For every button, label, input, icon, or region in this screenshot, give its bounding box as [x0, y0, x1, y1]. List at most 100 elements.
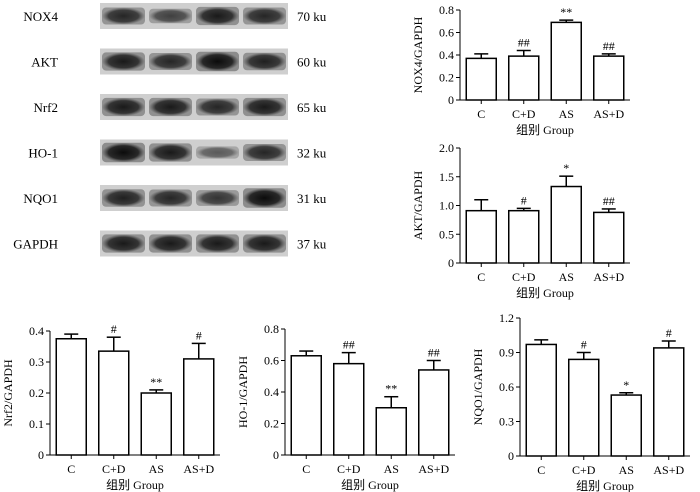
nox4-bar-chart: 0 0.2 0.4 0.6 0.8 C ## C+D ** AS ## AS+D 组别 Group NOX… [411, 3, 630, 137]
x-tick-label: C [537, 463, 545, 477]
x-tick-label: AS [149, 462, 164, 476]
y-tick-label: 0.8 [264, 322, 279, 336]
x-tick-label: AS [559, 270, 574, 284]
y-axis-title: Nrf2/GAPDH [1, 359, 15, 427]
x-tick-label: C+D [337, 462, 361, 476]
significance-label: # [196, 328, 202, 342]
bar [593, 55, 625, 101]
bar [525, 343, 557, 457]
x-axis-title: 组别 Group [516, 123, 574, 137]
y-tick-label: 0 [448, 256, 454, 270]
blot-band [149, 234, 192, 253]
y-tick-label: 1.5 [439, 170, 454, 184]
x-axis-title: 组别 Group [341, 478, 399, 492]
akt-bar-chart: 0 0.5 1.0 1.5 2.0 C # C+D * AS ## AS+D 组别 Group AKT/G… [411, 141, 630, 300]
blot-band [243, 97, 286, 117]
blot-size-ho-1: 32 ku [297, 146, 327, 161]
blot-band [243, 188, 286, 208]
nqo1-bar-chart: 0 0.3 0.6 0.9 1.2 C # C+D * AS # AS+D 组别 Group NQO1/G… [471, 311, 690, 492]
y-tick-label: 0.2 [264, 417, 279, 431]
y-tick-label: 0.5 [439, 227, 454, 241]
blot-band [149, 8, 192, 24]
x-tick-label: C [477, 270, 485, 284]
blot-size-nox4: 70 ku [297, 9, 327, 24]
significance-label: # [581, 338, 587, 352]
blot-band [102, 52, 145, 71]
blot-size-akt: 60 ku [297, 55, 327, 70]
y-tick-label: 0.8 [439, 3, 454, 17]
y-tick-label: 2.0 [439, 141, 454, 155]
blot-band [102, 234, 145, 253]
bar [418, 369, 450, 456]
significance-label: ## [518, 36, 530, 50]
x-tick-label: AS [559, 107, 574, 121]
blot-band [102, 189, 145, 207]
blot-band [102, 97, 145, 117]
x-tick-label: AS [619, 463, 634, 477]
blot-band [243, 144, 286, 161]
blot-band [149, 53, 192, 70]
blot-band [196, 190, 239, 206]
bar [375, 407, 407, 456]
x-tick-label: AS+D [418, 462, 449, 476]
y-axis-title: NOX4/GAPDH [411, 16, 425, 93]
blot-label-nrf2: Nrf2 [33, 100, 58, 115]
bar [550, 185, 582, 264]
bar [568, 358, 600, 457]
nrf2-bar-chart: 0 0.1 0.2 0.3 0.4 C # C+D ** AS # AS+D 组别 Group Nrf2/… [1, 322, 220, 492]
blot-band [196, 98, 239, 116]
y-tick-label: 0.4 [264, 385, 279, 399]
y-tick-label: 0.3 [29, 355, 44, 369]
y-tick-label: 0.2 [29, 386, 44, 400]
bar [290, 355, 322, 456]
y-tick-label: 1.0 [439, 199, 454, 213]
blot-label-akt: AKT [31, 55, 58, 70]
bar [610, 394, 642, 457]
x-tick-label: AS+D [593, 107, 624, 121]
blot-label-nqo1: NQO1 [23, 191, 58, 206]
x-tick-label: C+D [572, 463, 596, 477]
significance-label: ** [150, 375, 162, 389]
bar [55, 338, 87, 456]
y-tick-label: 0 [448, 93, 454, 107]
blot-band [149, 143, 192, 162]
bar [183, 358, 215, 456]
blot-band [196, 146, 239, 159]
western-blot-panel: NOX4 70 ku AKT 60 ku Nrf2 65 ku HO-1 32 ku NQO1 3… [13, 3, 327, 257]
blot-band [243, 52, 286, 71]
bar [98, 350, 130, 456]
blot-size-nrf2: 65 ku [297, 100, 327, 115]
significance-label: # [666, 326, 672, 340]
significance-label: * [623, 378, 629, 392]
significance-label: ** [385, 382, 397, 396]
y-tick-label: 0.1 [29, 417, 44, 431]
x-tick-label: C [477, 107, 485, 121]
significance-label: # [111, 322, 117, 336]
bar [465, 209, 497, 264]
y-tick-label: 0 [273, 448, 279, 462]
x-tick-label: AS+D [593, 270, 624, 284]
y-tick-label: 0 [508, 449, 514, 463]
blot-label-ho-1: HO-1 [28, 146, 58, 161]
blot-band [196, 51, 239, 72]
blot-size-gapdh: 37 ku [297, 237, 327, 252]
bar [593, 211, 625, 264]
blot-band [196, 6, 239, 26]
x-axis-title: 组别 Group [576, 479, 634, 492]
blot-label-nox4: NOX4 [23, 9, 58, 24]
significance-label: ** [560, 5, 572, 19]
significance-label: # [521, 193, 527, 207]
x-axis-title: 组别 Group [516, 286, 574, 300]
y-axis-title: NQO1/GAPDH [471, 348, 485, 425]
x-tick-label: C [67, 462, 75, 476]
blot-band [149, 97, 192, 117]
x-tick-label: AS+D [183, 462, 214, 476]
y-tick-label: 0.2 [439, 71, 454, 85]
ho1-bar-chart: 0 0.2 0.4 0.6 0.8 C ## C+D ** AS ## AS+D 组别 Group HO-… [236, 322, 455, 492]
y-axis-title: AKT/GAPDH [411, 171, 425, 241]
x-tick-label: C+D [102, 462, 126, 476]
y-tick-label: 0.6 [439, 26, 454, 40]
blot-size-nqo1: 31 ku [297, 191, 327, 206]
significance-label: * [563, 161, 569, 175]
bar [508, 55, 540, 101]
